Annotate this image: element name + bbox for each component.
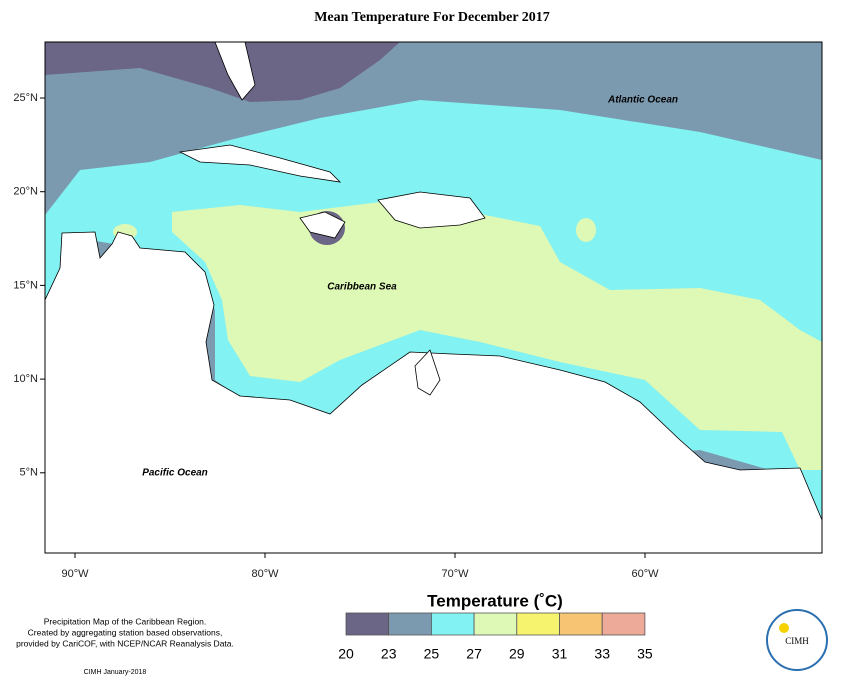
lat-labels: 25°N 20°N 15°N 10°N 5°N — [13, 92, 45, 479]
land — [414, 349, 441, 396]
lon-label: 90°W — [61, 568, 89, 580]
zone-27-29 — [576, 218, 596, 242]
land — [178, 144, 342, 183]
land — [377, 191, 486, 229]
note: Precipitation Map of the Caribbean Regio… — [44, 616, 207, 626]
land — [299, 211, 346, 239]
legend-tick-label: 23 — [381, 646, 397, 662]
title: Mean Temperature For December 2017 — [314, 10, 550, 25]
legend-tick-label: 27 — [466, 646, 482, 662]
legend: 20 23 25 27 29 31 33 35 — [338, 612, 653, 662]
legend-tick-label: 33 — [594, 646, 610, 662]
credit: CIMH January-2018 — [84, 669, 147, 676]
lon-labels: 90°W 80°W 70°W 60°W — [61, 553, 659, 580]
logo-text: CIMH — [785, 636, 809, 646]
legend-swatch — [559, 612, 603, 636]
legend-swatch — [601, 612, 646, 636]
lat-label: 20°N — [13, 186, 38, 198]
ocean-label: Caribbean Sea — [327, 282, 397, 293]
zone-20-23 — [45, 42, 400, 102]
legend-swatch — [388, 612, 432, 636]
lat-label: 15°N — [13, 279, 38, 291]
legend-tick-label: 35 — [637, 646, 653, 662]
lat-label: 25°N — [13, 92, 38, 104]
legend-swatch — [430, 612, 475, 636]
ocean-label: Pacific Ocean — [142, 468, 208, 479]
lon-label: 80°W — [251, 568, 279, 580]
legend-title: Temperature (˚C) — [427, 591, 563, 610]
lat-label: 5°N — [20, 467, 39, 479]
legend-swatch — [516, 612, 560, 636]
legend-tick-label: 20 — [338, 646, 354, 662]
legend-swatch — [473, 612, 518, 636]
lat-label: 10°N — [13, 373, 38, 385]
note: provided by CariCOF, with NCEP/NCAR Rean… — [16, 638, 234, 648]
lon-label: 70°W — [441, 568, 469, 580]
lon-label: 60°W — [631, 568, 659, 580]
legend-tick-label: 29 — [509, 646, 525, 662]
map-frame — [44, 41, 823, 554]
legend-swatch — [345, 612, 390, 636]
logo-sun — [779, 623, 789, 633]
legend-tick-label: 31 — [552, 646, 568, 662]
ocean-label: Atlantic Ocean — [607, 95, 678, 106]
legend-tick-label: 25 — [424, 646, 440, 662]
zone-27-29 — [172, 202, 822, 470]
map-area — [45, 42, 822, 553]
land — [214, 42, 256, 101]
land — [45, 231, 822, 553]
note: Created by aggregating station based obs… — [28, 627, 223, 637]
